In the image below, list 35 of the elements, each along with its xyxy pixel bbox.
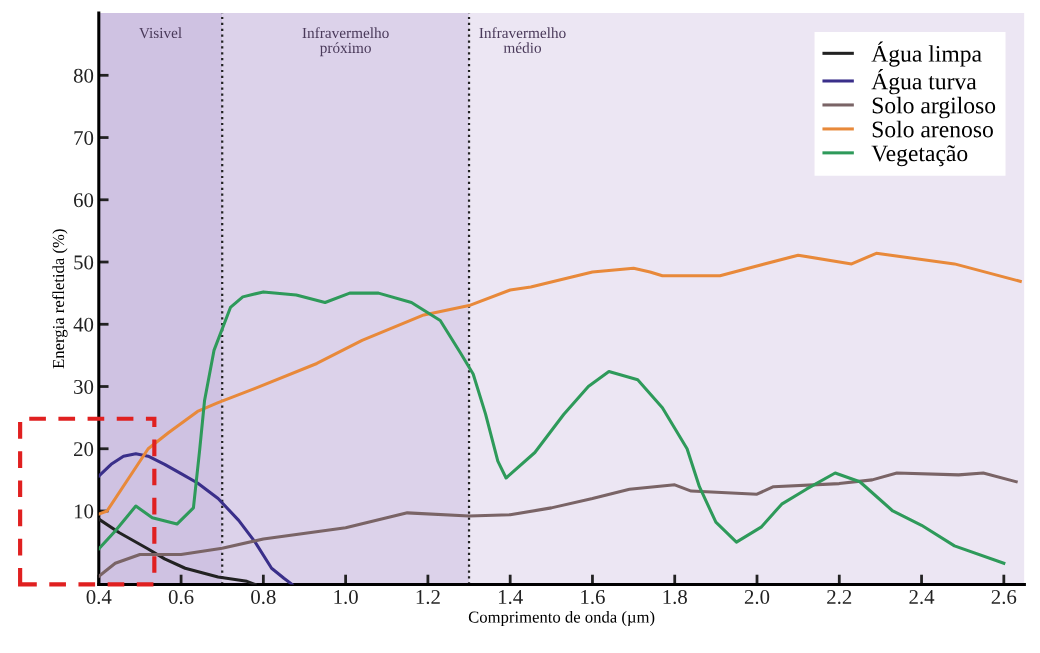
legend-label: Vegetação xyxy=(871,145,968,167)
y-tick-label: 40 xyxy=(73,317,94,332)
x-tick-label: 0.8 xyxy=(251,589,276,605)
y-tick-label: 30 xyxy=(74,379,94,394)
y-tick-label: 20 xyxy=(74,442,94,457)
x-tick-label: 2.6 xyxy=(991,589,1017,605)
x-tick-label: 2.2 xyxy=(827,589,852,605)
x-tick-label: 1.2 xyxy=(416,589,440,605)
band-label: Infravermelho médio xyxy=(479,27,566,54)
line-series xyxy=(98,251,1022,516)
legend-label: Solo arenoso xyxy=(872,120,993,138)
x-axis-title: Comprimento de onda (µm) xyxy=(468,610,655,627)
x-tick-label: 1.8 xyxy=(663,589,687,605)
x-tick-label: 1.0 xyxy=(334,589,358,605)
band-label: Infravermelho próximo xyxy=(302,27,389,57)
x-tick-label: 0.4 xyxy=(86,589,112,605)
line-series xyxy=(98,471,1018,578)
x-tick-label: 1.6 xyxy=(581,589,605,605)
y-tick-label: 80 xyxy=(73,68,94,83)
legend-label: Água turva xyxy=(871,69,977,95)
line-series xyxy=(98,452,294,585)
x-tick-label: 0.6 xyxy=(168,589,194,605)
y-tick-label: 60 xyxy=(74,193,94,208)
x-tick-label: 2.0 xyxy=(744,589,770,605)
x-tick-label: 2.4 xyxy=(909,589,935,605)
y-tick-label: 10 xyxy=(74,504,94,519)
line-series xyxy=(98,517,257,585)
band-label: Visivel xyxy=(139,27,182,39)
x-tick-label: 1.4 xyxy=(498,590,523,605)
y-tick-label: 70 xyxy=(74,130,94,145)
legend-label: Solo argiloso xyxy=(872,96,996,119)
legend-label: Água limpa xyxy=(871,41,982,67)
y-axis-title: Energia refletida (%) xyxy=(52,229,68,369)
line-series xyxy=(98,290,1006,565)
y-tick-label: 50 xyxy=(74,255,94,270)
